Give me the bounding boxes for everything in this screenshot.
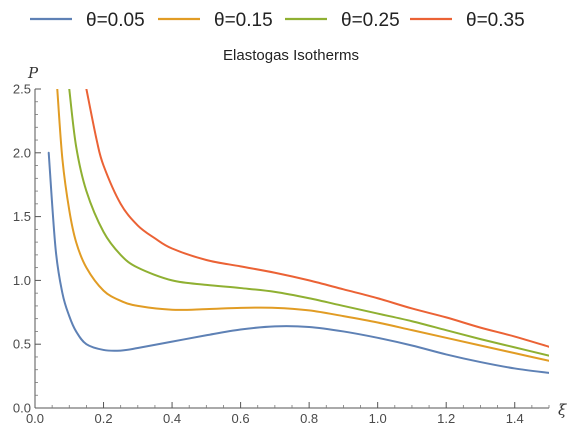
legend-label-3: θ=0.35 <box>466 10 525 31</box>
x-tick-label: 1.2 <box>437 411 455 426</box>
y-tick-label: 0.0 <box>13 401 31 416</box>
legend-label-2: θ=0.25 <box>341 10 400 31</box>
series-line-3 <box>85 89 549 348</box>
x-axis-label: ξ <box>558 401 567 419</box>
legend-label-1: θ=0.15 <box>214 10 273 31</box>
y-tick-label: 0.5 <box>13 337 31 352</box>
y-tick-label: 2.0 <box>13 145 31 160</box>
series-line-0 <box>47 151 549 374</box>
x-tick-label: 1.4 <box>506 411 524 426</box>
chart-title: Elastogas Isotherms <box>223 47 359 64</box>
y-tick-label: 1.0 <box>13 273 31 288</box>
curves <box>47 89 549 374</box>
legend: θ=0.05 θ=0.15 θ=0.25 θ=0.35 <box>30 10 525 31</box>
legend-label-0: θ=0.05 <box>86 10 145 31</box>
series-line-2 <box>68 89 549 357</box>
y-axis-label: P <box>27 64 39 82</box>
series-line-1 <box>56 89 549 362</box>
y-tick-label: 1.5 <box>13 209 31 224</box>
x-tick-label: 1.0 <box>369 411 387 426</box>
x-tick-label: 0.4 <box>163 411 181 426</box>
x-tick-label: 0.0 <box>26 411 44 426</box>
y-tick-label: 2.5 <box>13 82 31 97</box>
x-tick-label: 0.2 <box>94 411 112 426</box>
x-tick-label: 0.8 <box>300 411 318 426</box>
x-tick-label: 0.6 <box>232 411 250 426</box>
ticks: 0.0 0.2 0.4 0.6 0.8 1.0 1.2 1.4 0.0 0.5 1.0 1.5 2.0 2… <box>13 82 550 426</box>
